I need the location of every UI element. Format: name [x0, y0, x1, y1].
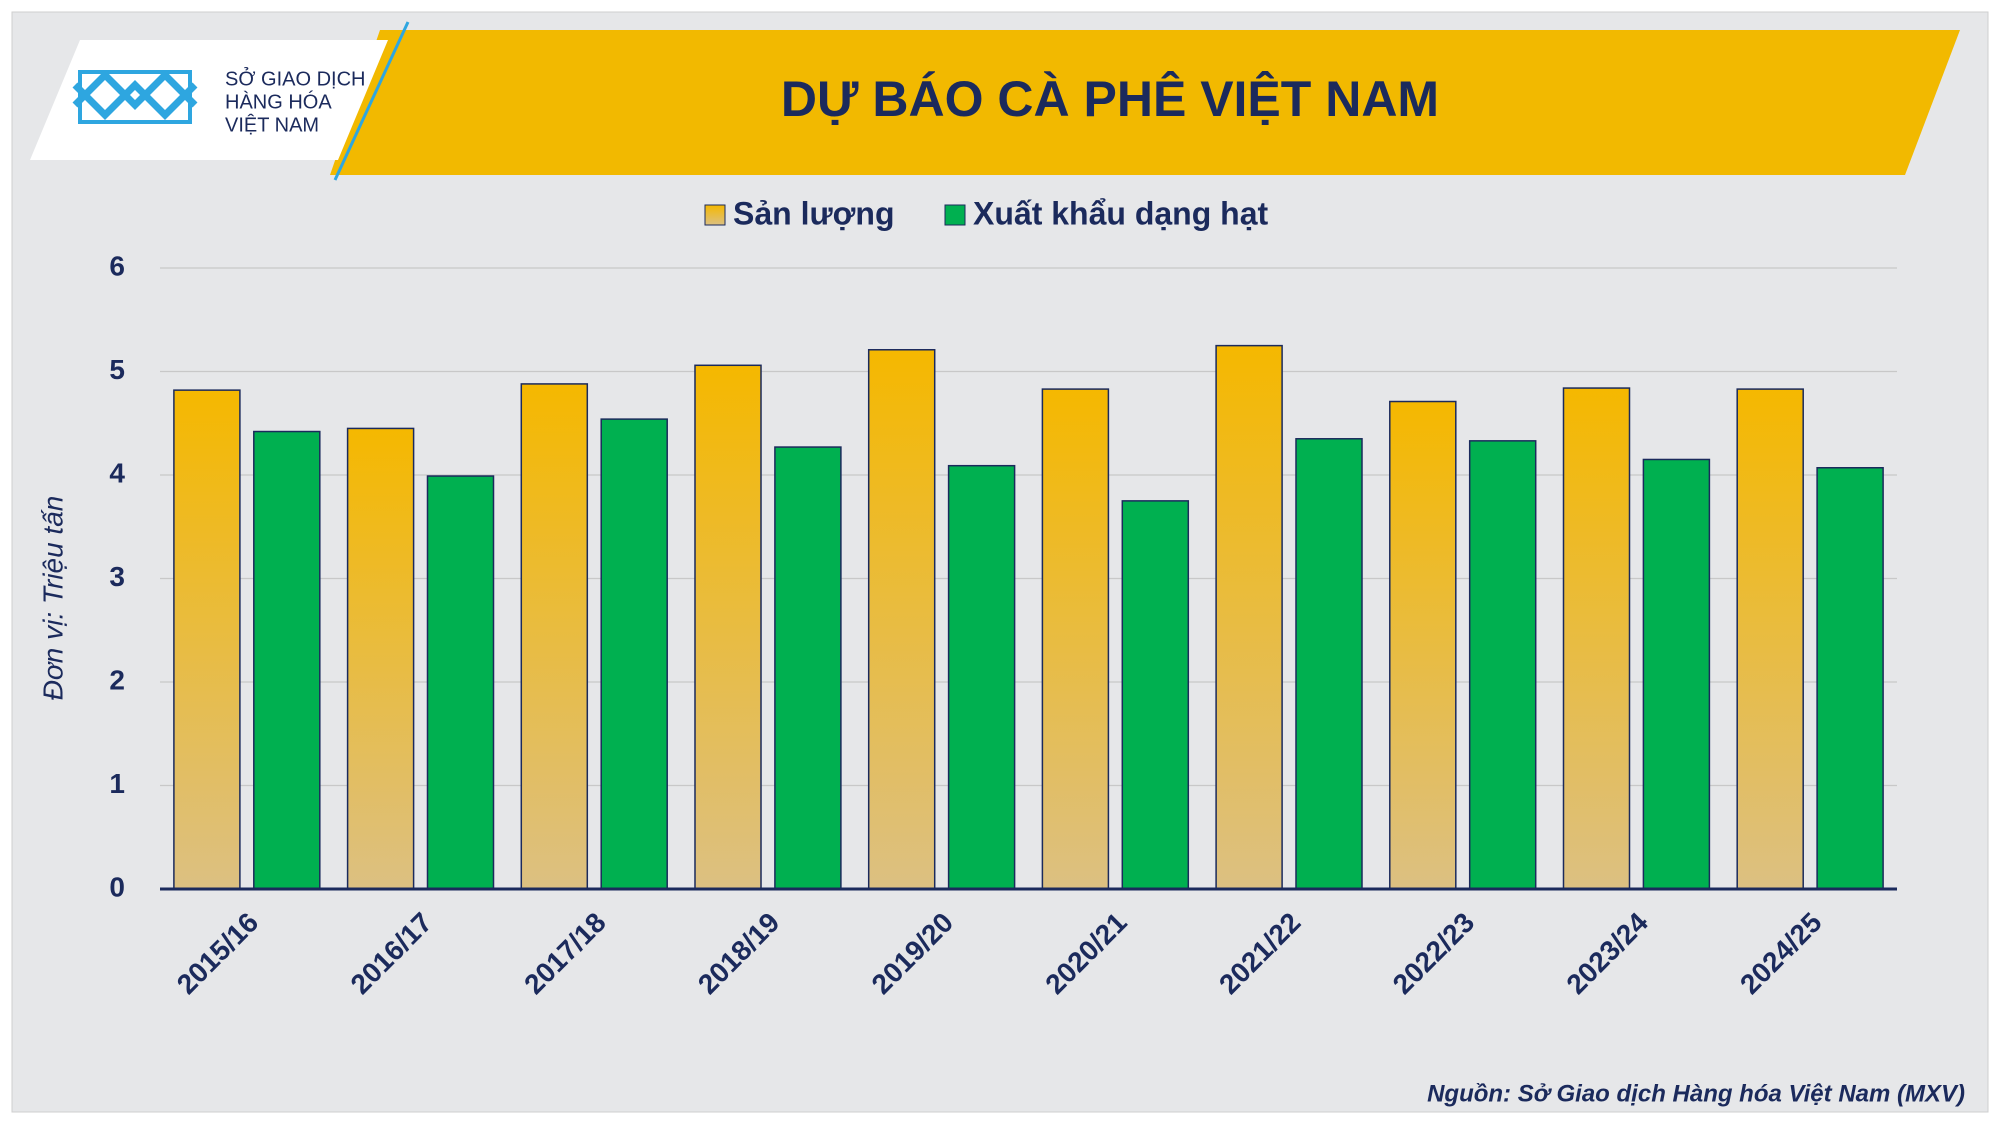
logo-stroke	[72, 80, 198, 120]
y-tick-label: 3	[109, 561, 125, 592]
y-tick-label: 1	[109, 768, 125, 799]
bar	[1816, 467, 1884, 890]
bar	[1121, 500, 1190, 890]
y-tick-label: 4	[109, 457, 125, 488]
logo-text: SỞ GIAO DỊCH	[225, 66, 366, 90]
y-tick-label: 2	[109, 664, 125, 695]
bar	[600, 418, 668, 890]
legend-label: Xuất khẩu dạng hạt	[973, 195, 1268, 231]
chart-title: DỰ BÁO CÀ PHÊ VIỆT NAM	[781, 71, 1439, 127]
bar	[1468, 440, 1537, 890]
bar	[1041, 388, 1110, 890]
bar	[520, 383, 589, 890]
bar	[1562, 387, 1631, 890]
source-note: Nguồn: Sở Giao dịch Hàng hóa Việt Nam (M…	[1427, 1080, 1965, 1107]
bar	[426, 475, 495, 890]
y-tick-label: 6	[109, 250, 125, 281]
title-banner	[330, 30, 1960, 175]
bar	[867, 349, 936, 890]
bar	[346, 427, 415, 890]
bar	[947, 464, 1016, 890]
y-tick-label: 0	[109, 871, 125, 902]
logo-mark	[72, 70, 198, 124]
logo-text: VIỆT NAM	[225, 113, 319, 136]
y-tick-label: 5	[109, 354, 125, 385]
logo-text: HÀNG HÓA	[225, 90, 332, 113]
bar	[1295, 438, 1363, 890]
bar	[253, 430, 321, 890]
bar	[173, 389, 241, 890]
bar	[1642, 458, 1711, 890]
legend-label: Sản lượng	[733, 195, 894, 231]
logo-stroke	[72, 70, 198, 110]
y-axis-label: Đơn vị: Triệu tấn	[37, 496, 68, 701]
bar	[774, 446, 842, 890]
bar	[694, 364, 762, 890]
legend-swatch	[944, 204, 966, 226]
bar	[1389, 400, 1457, 890]
logo-stroke	[78, 70, 192, 124]
bar	[1736, 388, 1804, 890]
bar	[1215, 344, 1283, 890]
legend-swatch	[704, 204, 726, 226]
logo-accent	[333, 21, 410, 181]
